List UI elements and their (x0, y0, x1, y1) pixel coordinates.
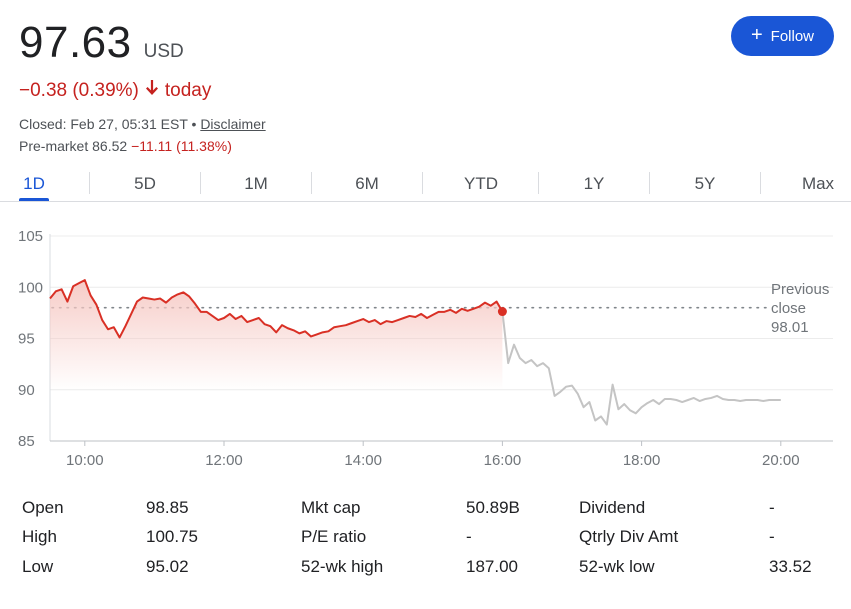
premarket-row: Pre-market 86.52 −11.11 (11.38%) (19, 138, 232, 154)
tab-6m[interactable]: 6M (355, 174, 379, 193)
current-price: 97.63 (19, 18, 132, 67)
stat-dividend-label: Dividend (579, 498, 646, 517)
tab-separator (760, 172, 761, 194)
stat-52wk-low-value: 33.52 (769, 557, 812, 576)
tab-separator (649, 172, 650, 194)
regular-session-area (50, 280, 503, 391)
stat-52wk-high-value: 187.00 (466, 557, 518, 576)
stat-low-value: 95.02 (146, 557, 189, 576)
stat-qtrly-div-label: Qtrly Div Amt (579, 527, 679, 546)
price-change: −0.38 (0.39%) (19, 79, 139, 101)
stat-qtrly-div-value: - (769, 527, 775, 546)
y-tick-label: 85 (18, 433, 35, 450)
follow-button[interactable]: + Follow (731, 16, 834, 56)
x-tick-label: 12:00 (205, 452, 243, 469)
close-price-marker (497, 307, 507, 317)
disclaimer-link[interactable]: Disclaimer (200, 116, 266, 132)
stat-low-label: Low (22, 557, 54, 576)
tab-max[interactable]: Max (801, 174, 835, 193)
price-row: 97.63 USD (19, 18, 184, 68)
y-tick-label: 90 (18, 382, 35, 399)
plus-icon: + (750, 24, 763, 46)
x-tick-label: 16:00 (484, 452, 522, 469)
arrow-down-icon (145, 79, 159, 102)
stat-52wk-high-label: 52-wk high (301, 557, 384, 576)
premarket-change: −11.11 (11.38%) (131, 138, 232, 154)
regular-session-line (49, 279, 504, 339)
tab-separator (200, 172, 201, 194)
active-tab-indicator (19, 198, 49, 201)
previous-close-label: close (771, 300, 806, 317)
stat-high-value: 100.75 (146, 527, 198, 546)
tab-1y[interactable]: 1Y (583, 174, 605, 193)
tab-5y[interactable]: 5Y (694, 174, 716, 193)
tab-5d[interactable]: 5D (134, 174, 156, 193)
premarket-price: Pre-market 86.52 (19, 138, 128, 154)
market-status: Closed: Feb 27, 05:31 EST • Disclaimer (19, 116, 266, 132)
tab-1m[interactable]: 1M (244, 174, 268, 193)
change-period: today (164, 79, 212, 101)
extended-hours-line (501, 311, 781, 426)
previous-close-label: Previous (771, 281, 829, 298)
y-tick-label: 100 (18, 279, 43, 296)
tab-separator (311, 172, 312, 194)
stat-dividend-value: - (769, 498, 775, 517)
x-tick-label: 20:00 (762, 452, 800, 469)
tab-separator (538, 172, 539, 194)
price-change-row: −0.38 (0.39%) today (19, 79, 211, 102)
y-tick-label: 105 (18, 228, 43, 245)
stat-52wk-low-label: 52-wk low (579, 557, 655, 576)
y-tick-label: 95 (18, 331, 35, 348)
range-tabs: 1D 5D 1M 6M YTD 1Y 5Y Max (0, 166, 851, 202)
x-tick-label: 18:00 (623, 452, 661, 469)
tab-separator (89, 172, 90, 194)
stat-high-label: High (22, 527, 57, 546)
stat-mkt-cap-label: Mkt cap (301, 498, 361, 517)
currency-label: USD (143, 41, 184, 62)
x-tick-label: 14:00 (344, 452, 382, 469)
tab-1d[interactable]: 1D (23, 174, 45, 193)
stat-pe-ratio-value: - (466, 527, 472, 546)
previous-close-label: 98.01 (771, 319, 809, 336)
x-tick-label: 10:00 (66, 452, 104, 469)
tab-separator (422, 172, 423, 194)
stat-mkt-cap-value: 50.89B (466, 498, 520, 517)
closed-time: Closed: Feb 27, 05:31 EST • (19, 116, 197, 132)
stat-open-label: Open (22, 498, 64, 517)
tab-ytd[interactable]: YTD (464, 174, 498, 193)
price-chart[interactable]: 105 100 95 90 85 10:00 12:00 14:00 16:00 18:00 20:… (0, 215, 851, 475)
follow-label: Follow (770, 27, 815, 45)
stat-pe-ratio-label: P/E ratio (301, 527, 367, 546)
stat-open-value: 98.85 (146, 498, 189, 517)
